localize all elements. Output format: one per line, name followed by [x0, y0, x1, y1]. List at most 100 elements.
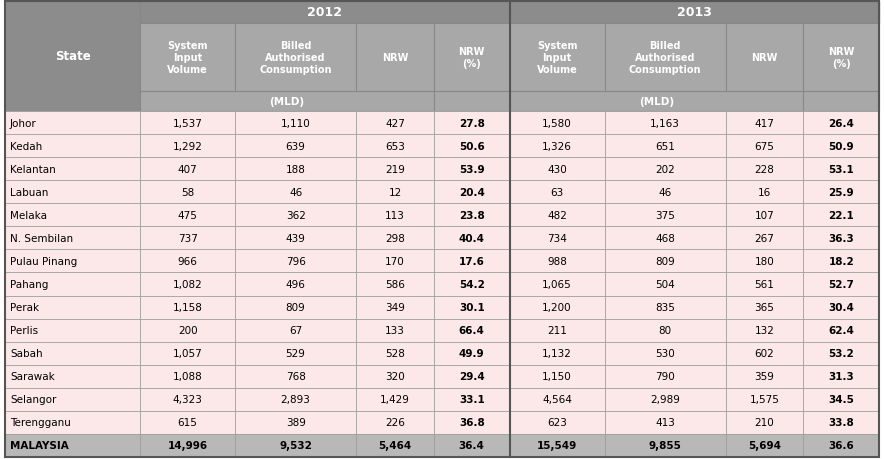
Bar	[356, 411, 434, 434]
Text: Sabah: Sabah	[10, 348, 42, 358]
Text: 5,694: 5,694	[748, 441, 781, 450]
Bar	[434, 181, 509, 204]
Bar	[140, 181, 235, 204]
Text: 22.1: 22.1	[828, 210, 854, 220]
Text: 2,893: 2,893	[281, 394, 310, 404]
Bar	[605, 273, 726, 296]
Bar	[605, 227, 726, 250]
Text: 1,429: 1,429	[380, 394, 410, 404]
Bar	[5, 342, 140, 365]
Text: 9,532: 9,532	[279, 441, 312, 450]
Text: 14,996: 14,996	[167, 441, 208, 450]
Text: 2,989: 2,989	[650, 394, 680, 404]
Text: 407: 407	[178, 164, 197, 174]
Bar	[434, 273, 509, 296]
Text: 1,057: 1,057	[172, 348, 202, 358]
Bar	[804, 204, 879, 227]
Text: 228: 228	[755, 164, 774, 174]
Text: System
Input
Volume: System Input Volume	[537, 41, 577, 74]
Bar	[804, 296, 879, 319]
Text: NRW: NRW	[751, 53, 778, 63]
Bar	[5, 434, 140, 457]
Bar	[356, 227, 434, 250]
Text: 113: 113	[385, 210, 405, 220]
Text: 988: 988	[547, 257, 567, 266]
Bar	[726, 434, 804, 457]
Bar	[509, 342, 605, 365]
Text: 809: 809	[655, 257, 675, 266]
Text: 53.1: 53.1	[828, 164, 854, 174]
Bar	[5, 227, 140, 250]
Bar	[726, 24, 804, 92]
Text: 20.4: 20.4	[459, 187, 484, 197]
Text: 482: 482	[547, 210, 567, 220]
Text: 132: 132	[755, 325, 774, 336]
Bar	[140, 411, 235, 434]
Bar	[434, 296, 509, 319]
Bar	[434, 388, 509, 411]
Text: 30.4: 30.4	[828, 302, 854, 313]
Text: Perlis: Perlis	[10, 325, 38, 336]
Bar	[726, 411, 804, 434]
Text: 53.9: 53.9	[459, 164, 484, 174]
Bar	[605, 181, 726, 204]
Text: 33.1: 33.1	[459, 394, 484, 404]
Bar	[605, 135, 726, 158]
Bar	[726, 158, 804, 181]
Text: NRW
(%): NRW (%)	[828, 47, 854, 69]
Bar	[356, 135, 434, 158]
Bar	[726, 342, 804, 365]
Bar	[726, 135, 804, 158]
Text: 50.6: 50.6	[459, 141, 484, 151]
Bar	[235, 158, 356, 181]
Bar	[356, 204, 434, 227]
Text: Kedah: Kedah	[10, 141, 42, 151]
Text: 36.3: 36.3	[828, 233, 854, 243]
Bar	[356, 342, 434, 365]
Text: 835: 835	[655, 302, 675, 313]
Text: NRW: NRW	[382, 53, 408, 63]
Bar	[5, 388, 140, 411]
Text: 50.9: 50.9	[828, 141, 854, 151]
Bar	[434, 204, 509, 227]
Bar	[804, 24, 879, 92]
Text: N. Sembilan: N. Sembilan	[10, 233, 73, 243]
Bar	[5, 181, 140, 204]
Text: Pahang: Pahang	[10, 280, 49, 289]
Text: 9,855: 9,855	[649, 441, 682, 450]
Text: 359: 359	[755, 371, 774, 381]
Text: 427: 427	[385, 118, 405, 128]
Bar	[605, 365, 726, 388]
Bar	[434, 319, 509, 342]
Bar	[509, 319, 605, 342]
Bar	[509, 273, 605, 296]
Text: 170: 170	[385, 257, 405, 266]
Text: 530: 530	[655, 348, 675, 358]
Text: 54.2: 54.2	[459, 280, 484, 289]
Bar	[235, 411, 356, 434]
Text: 639: 639	[286, 141, 306, 151]
Bar	[5, 2, 140, 112]
Text: 31.3: 31.3	[828, 371, 854, 381]
Bar	[434, 365, 509, 388]
Text: Terengganu: Terengganu	[10, 418, 71, 427]
Text: Kelantan: Kelantan	[10, 164, 56, 174]
Bar	[726, 181, 804, 204]
Bar	[5, 135, 140, 158]
Bar	[235, 24, 356, 92]
Text: Sarawak: Sarawak	[10, 371, 55, 381]
Bar	[140, 388, 235, 411]
Text: (MLD): (MLD)	[639, 97, 674, 107]
Bar	[434, 342, 509, 365]
Bar	[356, 296, 434, 319]
Text: 1,326: 1,326	[542, 141, 572, 151]
Bar	[726, 227, 804, 250]
Bar	[509, 112, 605, 135]
Text: 496: 496	[286, 280, 306, 289]
Bar	[509, 227, 605, 250]
Text: Billed
Authorised
Consumption: Billed Authorised Consumption	[629, 41, 701, 74]
Bar	[5, 319, 140, 342]
Bar	[804, 365, 879, 388]
Bar	[434, 92, 509, 112]
Bar	[235, 135, 356, 158]
